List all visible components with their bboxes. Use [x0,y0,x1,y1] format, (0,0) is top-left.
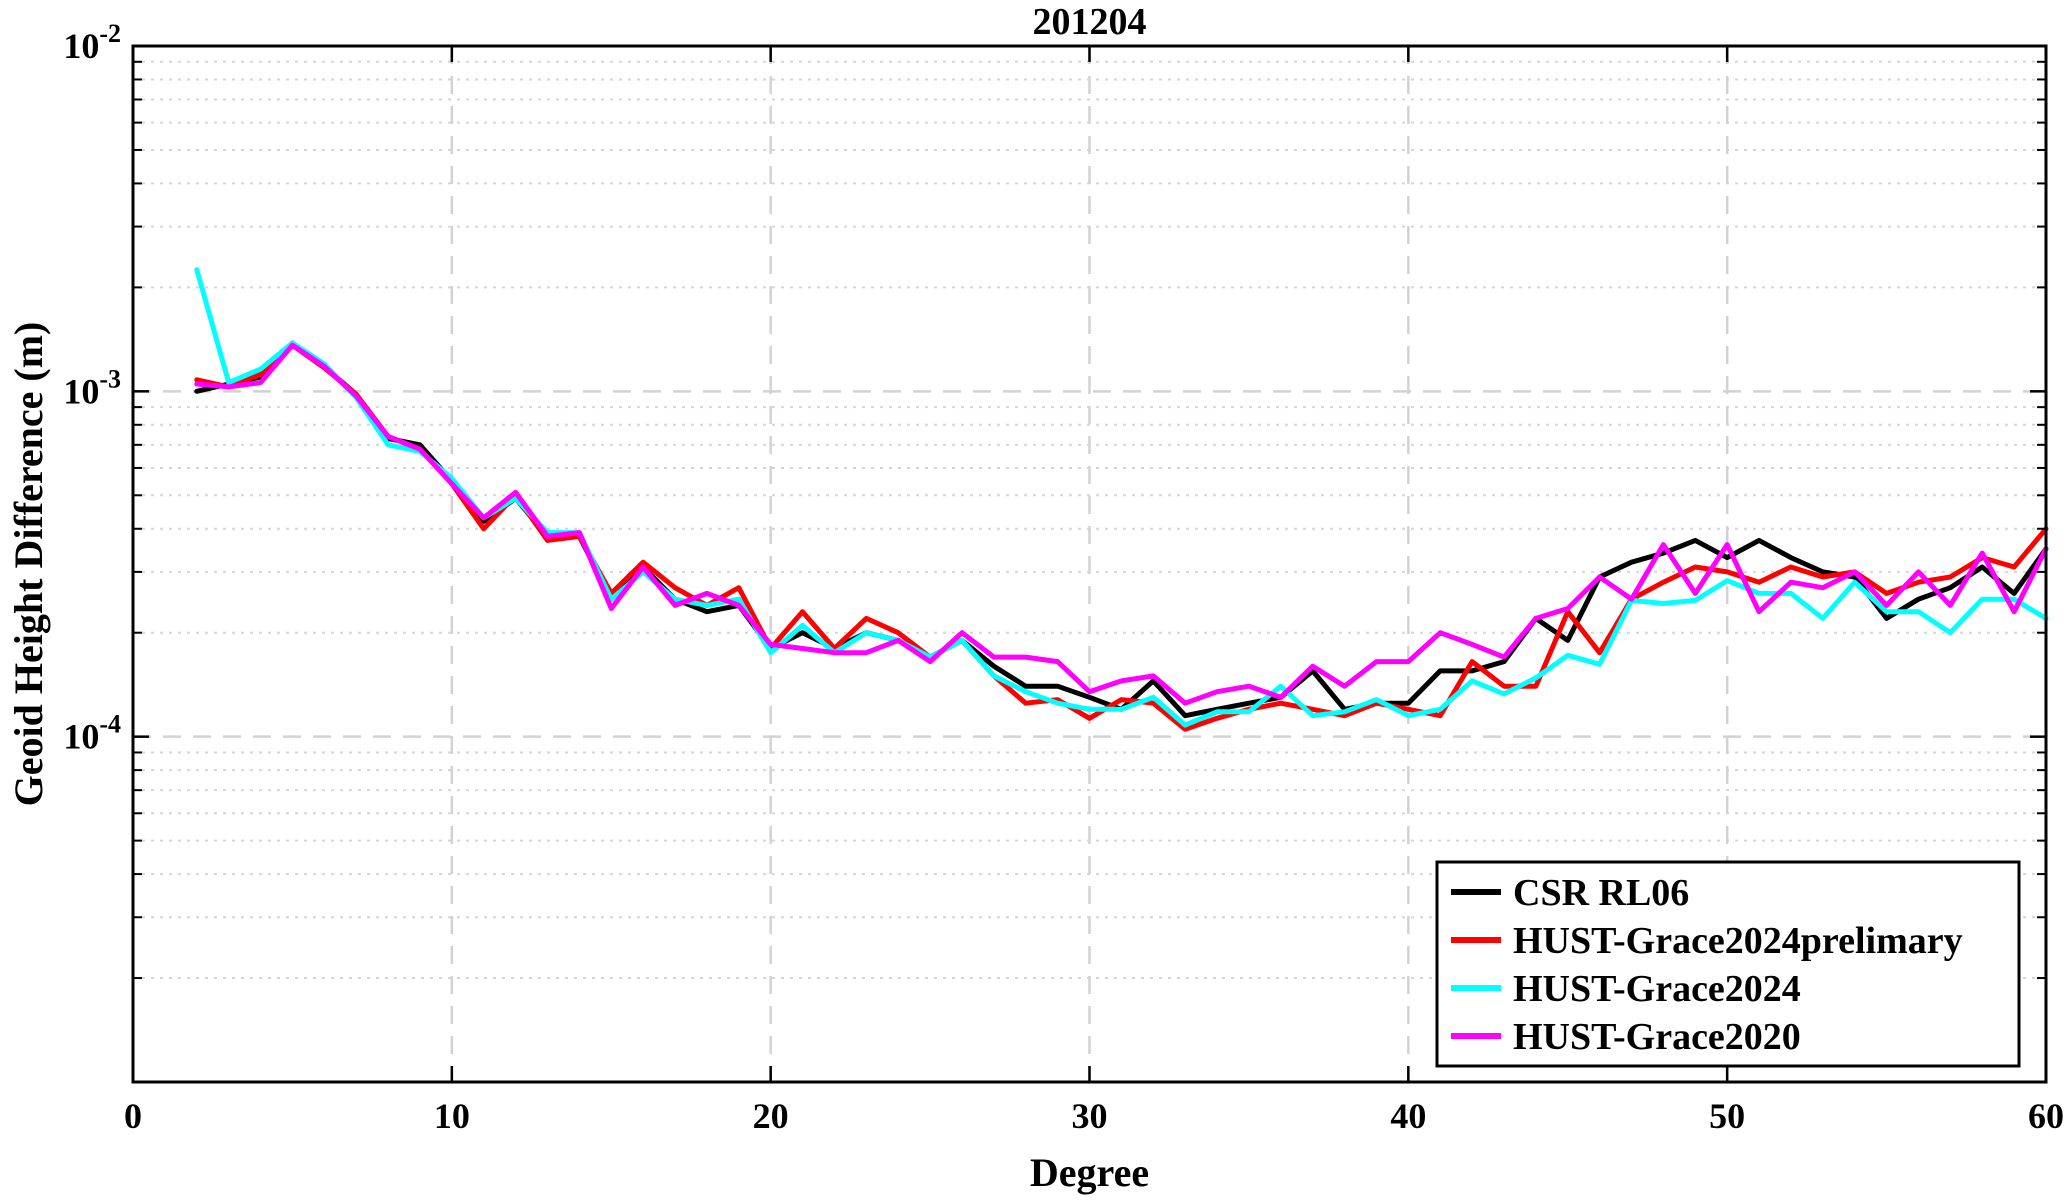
chart-title: 201204 [1033,1,1147,43]
x-axis-title: Degree [1030,1150,1149,1195]
series-lines [194,267,2049,732]
x-tick-label: 40 [1390,1096,1426,1136]
series-line-4 [194,342,2049,706]
y-tick-label: 10-3 [63,364,121,411]
y-axis-title: Geoid Height Difference (m) [6,322,51,807]
x-tick-label: 60 [2028,1096,2064,1136]
series-line-3 [194,267,2049,728]
axis-ticks: 0 10 20 30 40 50 60 10-4 10-3 10-2 [63,19,2064,1136]
x-tick-label: 20 [753,1096,789,1136]
y-tick-label: 10-2 [63,19,121,66]
x-tick-label: 50 [1709,1096,1745,1136]
legend-label: CSR RL06 [1513,872,1689,914]
x-tick-label: 30 [1072,1096,1108,1136]
y-tick-label: 10-4 [63,710,121,757]
x-tick-label: 10 [434,1096,470,1136]
legend-box [1435,860,2021,1068]
legend: CSR RL06 HUST-Grace2024prelimary HUST-Grac… [1435,860,2021,1068]
legend-label: HUST-Grace2024prelimary [1513,920,1963,962]
grid [131,44,2048,1082]
legend-label: HUST-Grace2024 [1513,968,1801,1010]
x-tick-label: 0 [124,1096,142,1136]
legend-label: HUST-Grace2020 [1513,1016,1801,1058]
